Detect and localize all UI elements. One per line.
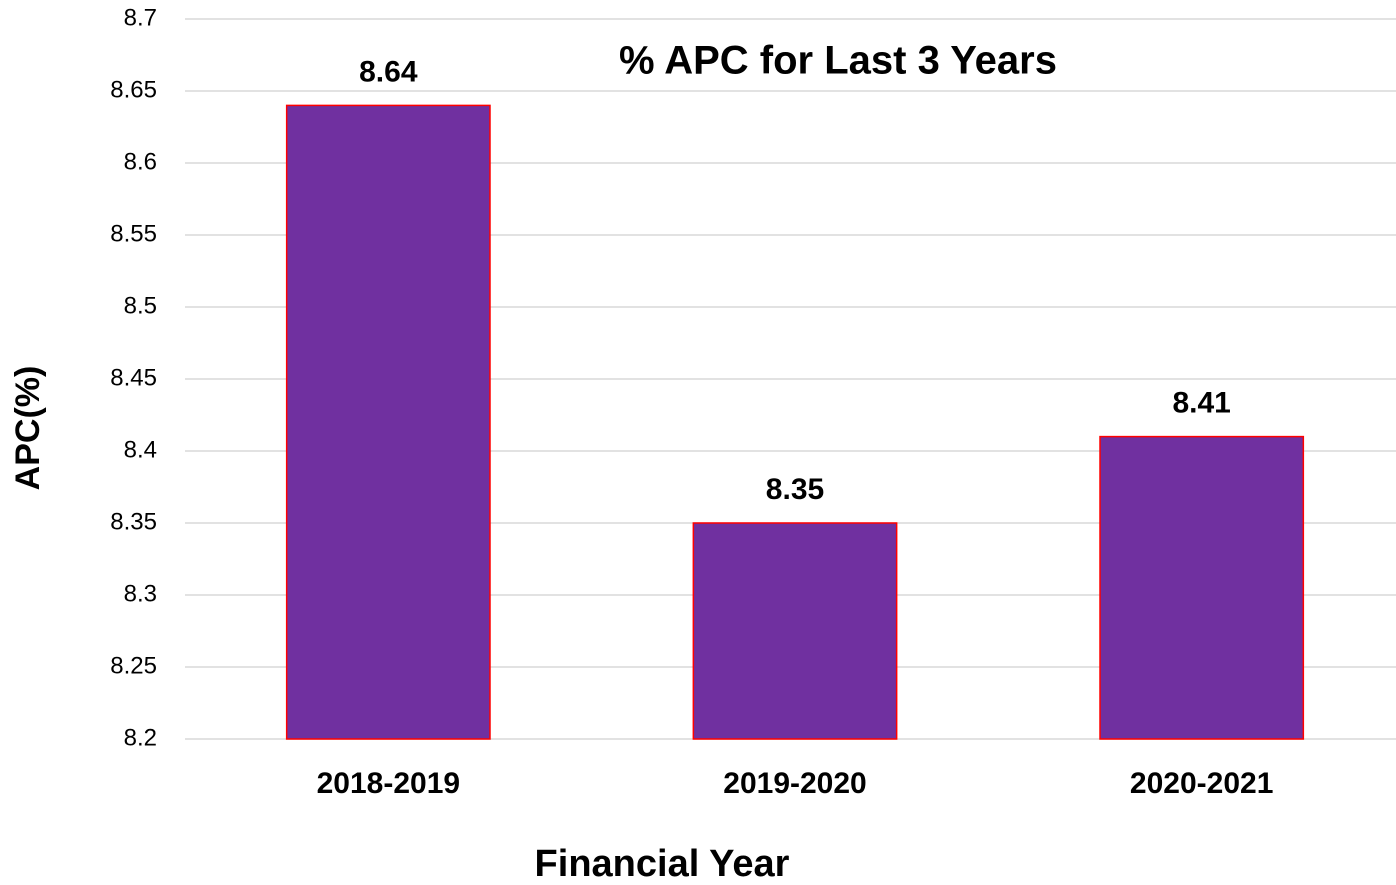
y-tick-label: 8.35	[110, 508, 157, 535]
chart-title: % APC for Last 3 Years	[619, 39, 1057, 83]
x-tick-label: 2018-2019	[317, 767, 460, 800]
y-tick-label: 8.4	[124, 436, 157, 463]
y-tick-label: 8.45	[110, 364, 157, 391]
y-tick-label: 8.55	[110, 220, 157, 247]
data-label: 8.64	[359, 55, 418, 88]
y-tick-label: 8.2	[124, 724, 157, 751]
data-label: 8.35	[766, 473, 824, 506]
data-label: 8.41	[1172, 387, 1230, 420]
bar	[1099, 435, 1305, 740]
y-tick-label: 8.3	[124, 580, 157, 607]
x-tick-label: 2020-2021	[1130, 767, 1273, 800]
y-tick-label: 8.6	[124, 148, 157, 175]
y-tick-label: 8.25	[110, 652, 157, 679]
bar	[692, 522, 898, 740]
bar	[285, 104, 491, 740]
x-axis-label: Financial Year	[535, 843, 790, 885]
y-tick-label: 8.65	[110, 76, 157, 103]
x-tick-label: 2019-2020	[723, 767, 866, 800]
y-axis-label: APC(%)	[9, 366, 47, 491]
y-tick-label: 8.7	[124, 4, 157, 31]
y-tick-label: 8.5	[124, 292, 157, 319]
